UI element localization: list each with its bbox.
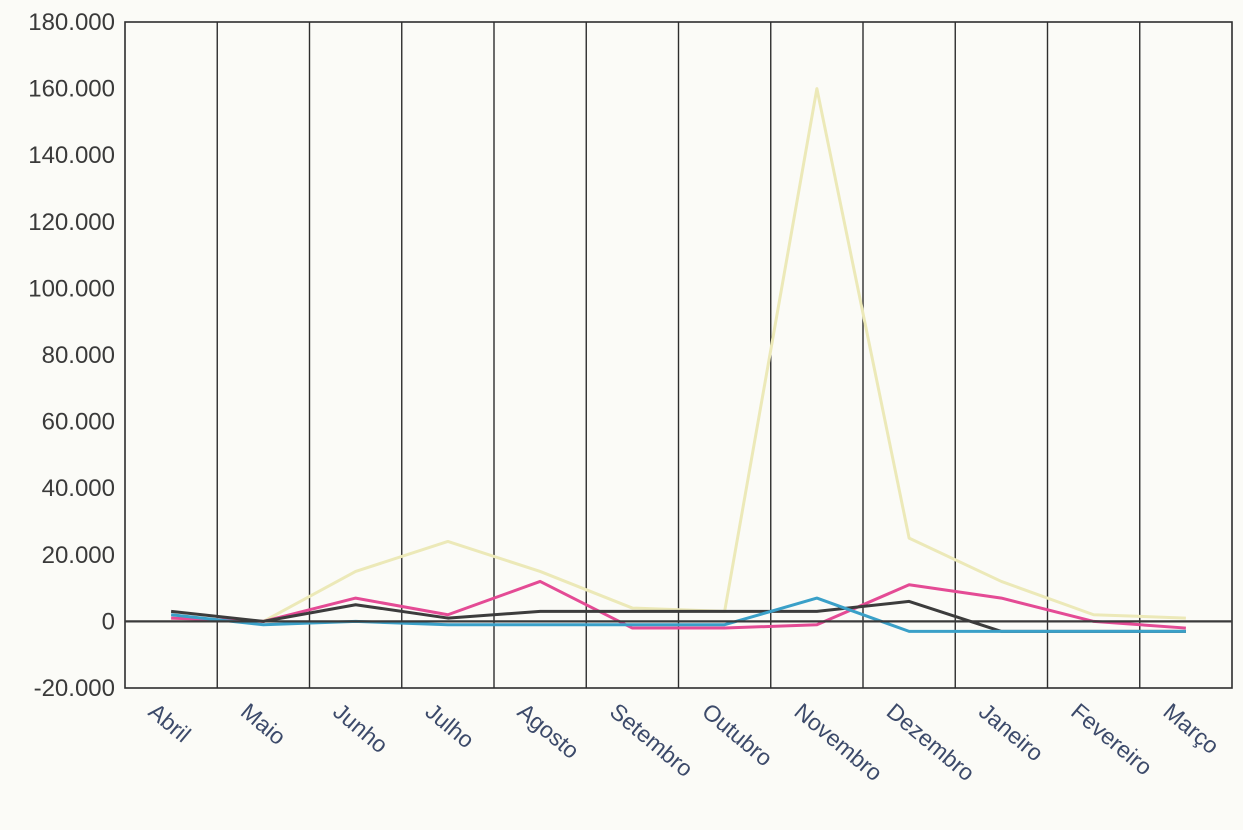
x-tick-label: Fevereiro xyxy=(1066,698,1157,780)
y-tick-label: 20.000 xyxy=(42,542,115,569)
x-axis-tick-labels: Abril Maio Junho Julho Agosto Setembro Outubro… xyxy=(144,698,1224,786)
y-tick-label: 120.000 xyxy=(28,209,115,236)
y-tick-label: 60.000 xyxy=(42,409,115,436)
x-tick-label: Janeiro xyxy=(974,698,1049,766)
series-lines xyxy=(170,87,1186,633)
y-tick-label: 180.000 xyxy=(28,9,115,36)
x-tick-label: Outubro xyxy=(697,698,777,771)
x-tick-label: Dezembro xyxy=(882,698,980,786)
x-tick-label: Julho xyxy=(421,698,480,753)
axes xyxy=(124,21,1233,689)
x-tick-label: Maio xyxy=(236,698,291,750)
x-tick-label: Junho xyxy=(328,698,393,758)
x-tick-label: Setembro xyxy=(605,698,698,782)
y-tick-label: -20.000 xyxy=(34,675,115,702)
x-tick-label: Março xyxy=(1159,698,1225,759)
y-tick-label: 100.000 xyxy=(28,275,115,302)
x-tick-label: Abril xyxy=(144,698,196,747)
series-line xyxy=(171,579,1186,630)
y-tick-label: 40.000 xyxy=(42,475,115,502)
y-tick-label: 140.000 xyxy=(28,142,115,169)
y-tick-label: 0 xyxy=(102,608,115,635)
x-tick-label: Novembro xyxy=(790,698,888,786)
y-tick-label: 80.000 xyxy=(42,342,115,369)
y-tick-label: 160.000 xyxy=(28,76,115,103)
y-axis-tick-labels: 180.000 160.000 140.000 120.000 100.000 80.00… xyxy=(28,9,115,702)
x-tick-label: Agosto xyxy=(513,698,585,764)
plot-border xyxy=(124,21,1233,689)
series-line xyxy=(171,87,1186,623)
vertical-grid xyxy=(216,22,1141,688)
